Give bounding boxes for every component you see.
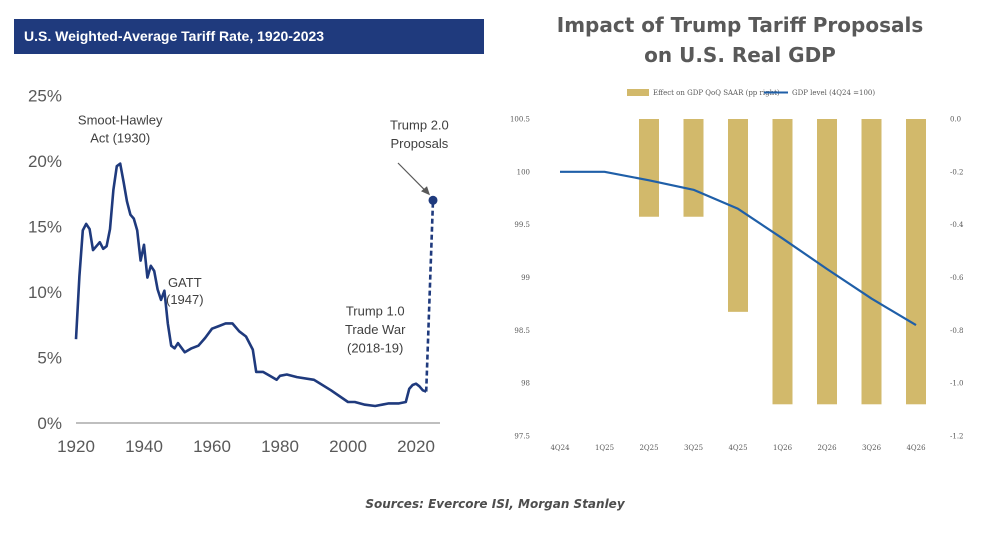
right-chart-x-tick: 4Q24 (550, 444, 570, 452)
right-chart-title-line-1: Impact of Trump Tariff Proposals (556, 13, 924, 37)
left-y-tick-label: 20% (28, 152, 62, 171)
trump-2-proposal-dashed-line (424, 200, 435, 392)
right-chart-left-y-tick: 98 (521, 380, 530, 388)
gdp-effect-bar (861, 119, 882, 405)
left-chart-title-banner: U.S. Weighted-Average Tariff Rate, 1920-… (14, 19, 484, 54)
gdp-effect-bar (772, 119, 793, 405)
right-chart-left-y-tick: 100.5 (510, 116, 530, 124)
left-y-tick-label: 0% (37, 414, 62, 433)
legend-line-label: GDP level (4Q24 =100) (792, 89, 875, 97)
left-x-tick-label: 2020 (397, 437, 435, 456)
left-x-tick-label: 2000 (329, 437, 367, 456)
gdp-effect-bar (683, 119, 704, 217)
left-annotation: GATT (168, 275, 202, 290)
right-chart-title: Impact of Trump Tariff Proposals on U.S.… (520, 10, 960, 70)
gdp-effect-bar (728, 119, 748, 312)
left-annotation: Smoot-Hawley (78, 112, 163, 127)
right-chart-title-line-2: on U.S. Real GDP (644, 43, 836, 67)
left-y-tick-label: 10% (28, 283, 62, 302)
trump-2-proposal-point (428, 195, 438, 205)
right-chart-left-y-tick: 99.5 (514, 221, 530, 229)
right-chart-right-y-tick: -1.2 (950, 433, 964, 441)
left-x-tick-label: 1940 (125, 437, 163, 456)
right-chart-x-tick: 4Q25 (728, 444, 747, 452)
left-y-tick-label: 15% (28, 218, 62, 237)
right-chart-right-y-tick: -0.2 (950, 168, 964, 176)
left-annotation: (2018-19) (347, 340, 403, 355)
gdp-level-line (560, 170, 917, 327)
left-x-tick-label: 1980 (261, 437, 299, 456)
left-annotation: (1947) (166, 292, 204, 307)
right-chart-right-y-tick: 0.0 (950, 116, 961, 124)
left-annotation: Trump 1.0 (346, 304, 405, 319)
left-x-tick-label: 1960 (193, 437, 231, 456)
left-annotation: Proposals (390, 136, 448, 151)
right-chart-left-y-tick: 97.5 (514, 433, 530, 441)
right-chart-x-tick: 2Q26 (817, 444, 837, 452)
right-chart-x-tick: 1Q26 (773, 444, 793, 452)
left-annotation: Act (1930) (90, 131, 150, 146)
right-chart-left-y-tick: 99 (521, 274, 530, 282)
right-chart-right-y-tick: -0.8 (950, 327, 964, 335)
left-annotation: Trade War (345, 322, 406, 337)
right-chart-right-y-tick: -0.6 (950, 274, 964, 282)
right-chart-left-y-tick: 98.5 (514, 327, 530, 335)
left-y-tick-label: 25% (28, 87, 62, 106)
right-chart-x-tick: 3Q26 (862, 444, 882, 452)
left-y-tick-label: 5% (37, 349, 62, 368)
tariff-rate-line (74, 162, 427, 408)
legend-bar-label: Effect on GDP QoQ SAAR (pp right) (653, 89, 780, 97)
left-annotation: Trump 2.0 (390, 118, 449, 133)
right-chart-right-y-tick: -0.4 (950, 221, 964, 229)
sources-note: Sources: Evercore ISI, Morgan Stanley (365, 497, 625, 511)
right-chart-left-y-tick: 100 (517, 168, 530, 176)
gdp-effect-bar (906, 119, 926, 405)
trump-2-arrow-line (397, 162, 427, 192)
gdp-effect-bar (639, 119, 659, 217)
gdp-effect-bar (817, 119, 837, 405)
right-chart-x-tick: 4Q26 (906, 444, 926, 452)
legend-bar-swatch (627, 89, 649, 96)
right-chart-x-tick: 3Q25 (684, 444, 703, 452)
right-chart-right-y-tick: -1.0 (950, 380, 964, 388)
trump-2-arrow-head (421, 186, 430, 196)
right-chart-x-tick: 2Q25 (639, 444, 658, 452)
left-x-tick-label: 1920 (57, 437, 95, 456)
right-chart-x-tick: 1Q25 (595, 444, 614, 452)
